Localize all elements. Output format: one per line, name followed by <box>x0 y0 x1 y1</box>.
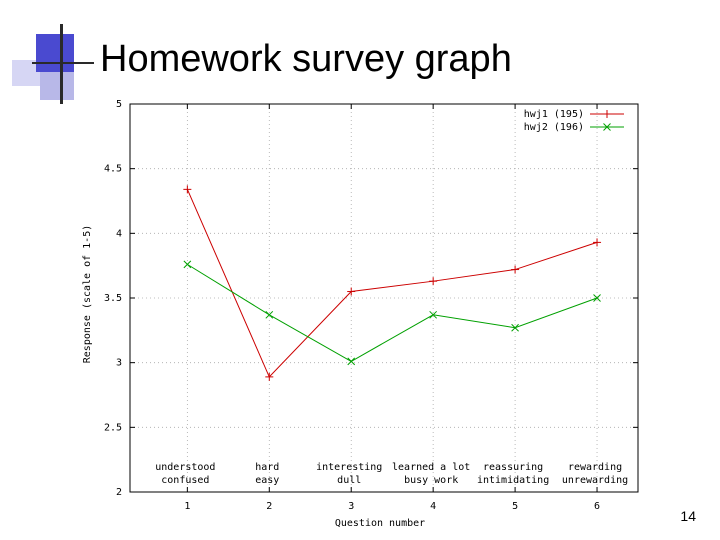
category-label-bottom: dull <box>337 475 361 486</box>
marker-x-b <box>265 310 274 319</box>
data-point <box>265 310 274 319</box>
category-label-bottom: confused <box>161 475 209 486</box>
x-tick-label: 3 <box>348 501 354 512</box>
decor-horizontal-line <box>32 62 94 64</box>
marker-x-b <box>429 310 438 319</box>
data-point <box>593 294 601 302</box>
x-tick-label: 1 <box>184 501 190 512</box>
y-tick-label: 3 <box>116 358 122 369</box>
data-point <box>183 185 192 194</box>
marker-x-b <box>183 260 192 269</box>
slide-title: Homework survey graph <box>100 38 512 80</box>
data-point <box>511 323 519 332</box>
marker-x-b <box>511 323 519 332</box>
data-point <box>429 277 438 286</box>
category-label-top: learned a lot <box>392 462 470 473</box>
legend-label: hwj1 (195) <box>524 109 584 120</box>
x-tick-label: 6 <box>594 501 600 512</box>
marker-x-b <box>593 294 601 302</box>
legend: hwj1 (195) hwj2 (196) <box>524 109 624 133</box>
marker-x-b <box>347 357 356 366</box>
y-axis-label: Response (scale of 1-5) <box>82 225 93 363</box>
series-line-1 <box>186 189 598 378</box>
y-tick-label: 3.5 <box>104 293 122 304</box>
data-point <box>347 287 356 296</box>
category-label-bottom: intimidating <box>477 475 549 486</box>
category-label-bottom: easy <box>255 475 279 486</box>
y-tick-label: 2.5 <box>104 422 122 433</box>
decor-square-blue <box>36 34 74 72</box>
x-tick-label: 5 <box>512 501 518 512</box>
data-point <box>511 265 520 274</box>
x-tick-label: 4 <box>430 501 436 512</box>
legend-marker <box>603 123 611 131</box>
y-tick-label: 4.5 <box>104 164 122 175</box>
category-label-bottom: busy work <box>404 475 458 486</box>
axis-ticks: 2 2.5 3 3.5 4 4.5 5 1 understood confused 2 hard eas… <box>104 99 638 512</box>
series-line-2 <box>187 263 598 362</box>
data-point <box>347 357 356 366</box>
grid <box>130 103 638 493</box>
y-tick-label: 2 <box>116 487 122 498</box>
data-point <box>429 310 438 319</box>
category-label-top: hard <box>255 462 279 473</box>
data-point <box>593 238 602 247</box>
category-label-top: understood <box>155 462 215 473</box>
category-label-top: reassuring <box>483 462 543 473</box>
page-number: 14 <box>680 508 696 524</box>
category-label-top: rewarding <box>568 462 622 473</box>
category-label-bottom: unrewarding <box>562 475 628 486</box>
decor-vertical-line <box>60 24 63 104</box>
series-group <box>183 185 602 381</box>
data-point <box>183 260 192 269</box>
decor-square-mid <box>40 72 74 100</box>
legend-label: hwj2 (196) <box>524 122 584 133</box>
data-point <box>265 372 274 381</box>
category-label-top: interesting <box>316 462 382 473</box>
x-tick-label: 2 <box>266 501 272 512</box>
x-axis-label: Question number <box>335 518 425 529</box>
y-tick-label: 4 <box>116 228 122 239</box>
y-tick-label: 5 <box>116 99 122 110</box>
